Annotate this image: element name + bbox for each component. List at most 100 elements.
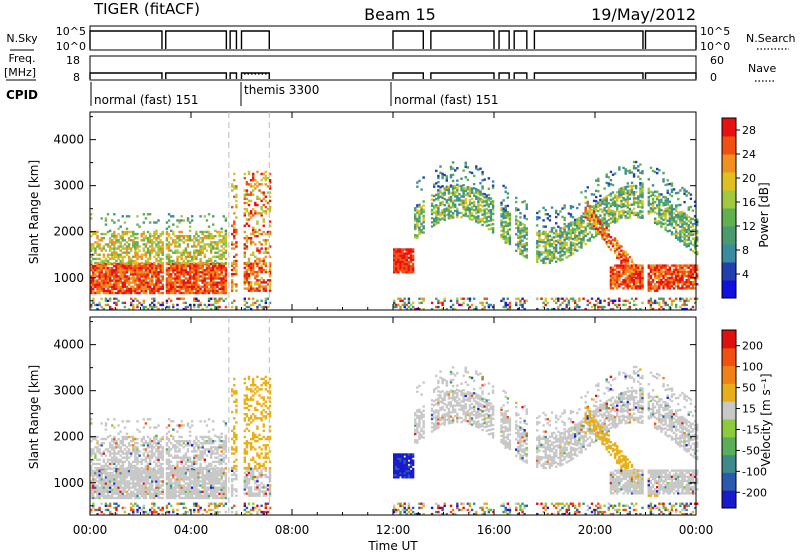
power-cell (622, 280, 625, 284)
power-cell (563, 226, 566, 229)
power-cell (584, 234, 587, 238)
power-cell (567, 212, 571, 215)
power-cell (506, 214, 510, 217)
power-cell (121, 247, 124, 250)
power-cell (117, 279, 120, 282)
power-cell (148, 245, 152, 248)
power-cell (176, 249, 179, 252)
power-cell (146, 307, 150, 311)
power-cell (188, 262, 192, 266)
power-cell (195, 245, 198, 248)
power-cell (475, 216, 478, 219)
power-cell (578, 237, 581, 240)
power-cell (233, 212, 236, 215)
power-cell (207, 297, 211, 300)
power-cell (605, 236, 608, 240)
power-cell (405, 264, 409, 268)
power-cell (119, 237, 122, 240)
power-cell (620, 214, 623, 217)
power-cell (641, 182, 644, 185)
power-cell (672, 299, 676, 303)
power-cell (172, 289, 175, 293)
power-cell (679, 215, 682, 218)
power-cell (685, 224, 688, 227)
power-cell (616, 244, 619, 247)
power-cell (411, 301, 415, 305)
power-cell (641, 195, 644, 199)
power-cell (674, 264, 678, 267)
power-cell (435, 222, 438, 226)
power-cell (188, 271, 192, 274)
power-cell (656, 301, 659, 305)
velocity-cell (106, 450, 110, 453)
power-cell (249, 193, 253, 196)
power-cell (544, 247, 547, 250)
velocity-cell (117, 471, 120, 475)
power-cell (209, 275, 213, 278)
power-cell (420, 301, 423, 305)
power-cell (586, 200, 589, 204)
power-cell (193, 241, 196, 244)
power-cell (243, 195, 247, 198)
power-cell (599, 214, 602, 217)
power-cell (142, 239, 146, 242)
power-cell (422, 208, 425, 211)
velocity-cell (98, 488, 101, 491)
power-cell (104, 264, 108, 268)
power-cell (435, 197, 438, 201)
velocity-cell (108, 504, 112, 508)
power-cell (538, 238, 541, 241)
power-cell (435, 216, 438, 219)
power-cell (418, 216, 421, 219)
velocity-cell (115, 496, 118, 500)
velocity-cell (113, 486, 116, 489)
power-cell (176, 261, 179, 265)
beam-title: Beam 15 (364, 5, 436, 24)
power-cell (186, 273, 190, 276)
power-cell (679, 213, 682, 216)
power-cell (435, 218, 438, 221)
power-cell (622, 205, 625, 208)
power-cell (233, 222, 236, 225)
velocity-cell (119, 476, 122, 479)
power-cell (167, 255, 171, 259)
power-cell (100, 275, 103, 278)
power-cell (401, 269, 404, 272)
power-cell (521, 229, 524, 232)
power-cell (182, 291, 185, 295)
power-cell (582, 225, 585, 229)
power-cell (540, 240, 543, 244)
power-cell (546, 236, 550, 240)
power-cell (477, 196, 480, 199)
power-cell (536, 233, 539, 237)
power-cell (117, 253, 120, 256)
power-cell (571, 248, 575, 251)
power-cell (407, 301, 411, 305)
velocity-cell (119, 474, 122, 477)
velocity-cell (121, 474, 124, 477)
power-cell (216, 277, 219, 280)
power-cell (100, 285, 103, 288)
power-cell (666, 189, 669, 192)
power-cell (597, 226, 600, 229)
power-cell (603, 230, 606, 233)
power-cell (420, 222, 423, 226)
power-cell (563, 244, 566, 248)
power-cell (639, 199, 642, 203)
power-cell (451, 203, 455, 207)
power-cell (268, 289, 272, 292)
power-cell (125, 251, 129, 254)
power-cell (565, 233, 568, 236)
power-cell (178, 271, 181, 274)
power-cell (193, 279, 196, 282)
power-cell (668, 266, 672, 269)
power-cell (254, 243, 257, 246)
power-cell (462, 195, 465, 198)
power-cell (502, 221, 505, 224)
power-cell (683, 299, 686, 303)
power-cell (628, 212, 632, 215)
power-cell (151, 279, 154, 282)
power-cell (668, 280, 672, 284)
power-cell (151, 266, 154, 270)
power-cell (674, 213, 678, 217)
